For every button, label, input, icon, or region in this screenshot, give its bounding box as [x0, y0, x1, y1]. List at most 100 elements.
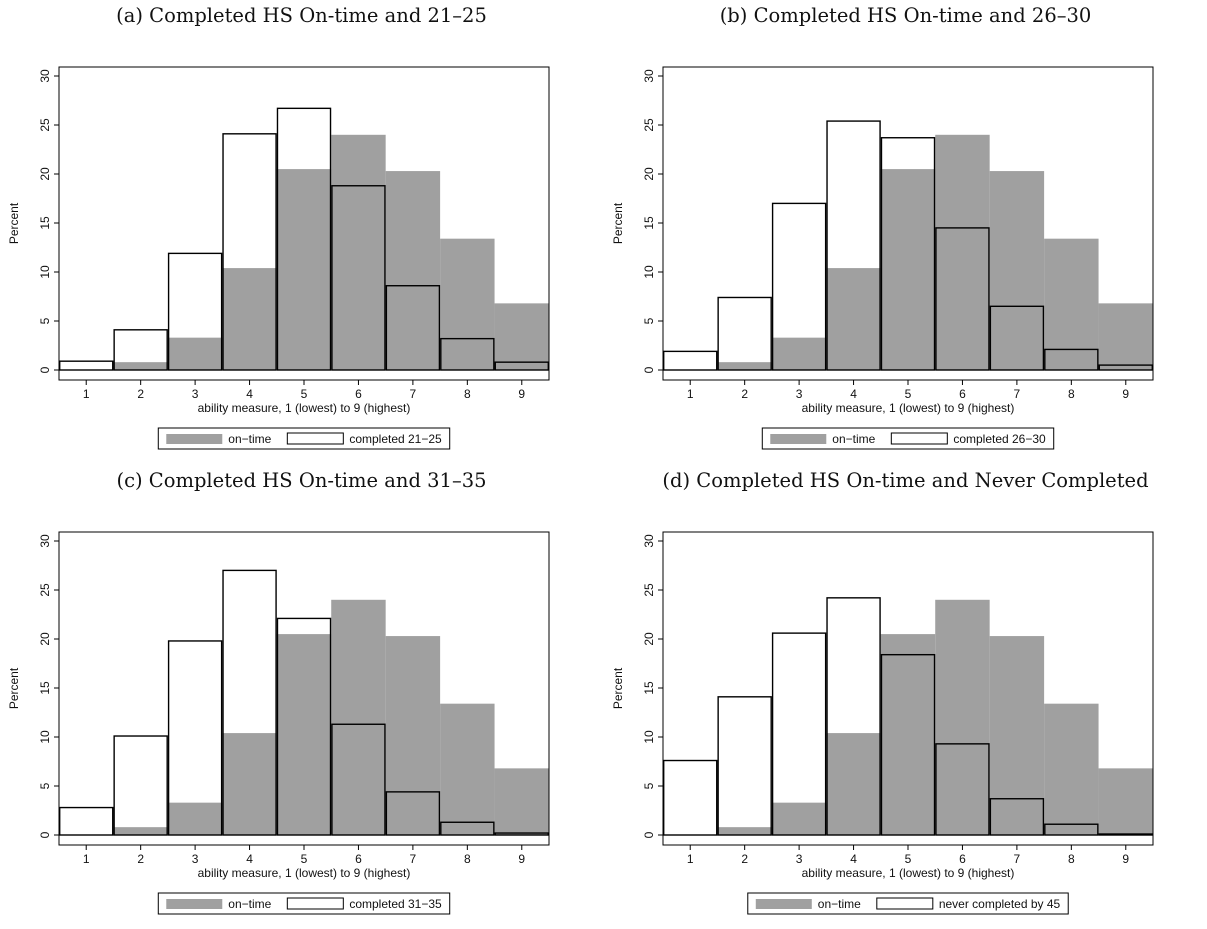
bar-comparison: [385, 791, 441, 836]
chart-title: (c) Completed HS On-time and 31–35: [116, 469, 487, 492]
bar-on-time: [494, 768, 549, 835]
legend: on−time never completed by 45: [747, 892, 1069, 915]
bar-comparison: [494, 361, 549, 371]
x-tick-label: 5: [905, 852, 912, 866]
bar-comparison: [59, 806, 114, 836]
y-tick-label: 10: [38, 730, 52, 744]
legend: on−time completed 31−35: [157, 892, 451, 915]
bar-on-time: [880, 169, 936, 370]
y-tick-label: 25: [38, 118, 52, 132]
x-tick-label: 2: [741, 387, 748, 401]
x-tick-label: 8: [464, 387, 471, 401]
x-tick-label: 4: [850, 387, 857, 401]
chart-d: 0 5 10 15 20 25 30 1 2 3 4 5 6 7 8 9 ability measure, 1 …: [611, 531, 1154, 915]
x-axis-title: ability measure, 1 (lowest) to 9 (highes…: [802, 866, 1015, 880]
y-tick-label: 5: [38, 782, 52, 789]
x-tick-label: 9: [518, 852, 525, 866]
bar-comparison: [59, 360, 114, 371]
bar-on-time: [276, 169, 332, 370]
bar-on-time: [494, 303, 549, 370]
y-tick-label: 0: [38, 366, 52, 373]
bar-comparison: [222, 133, 277, 371]
bar-comparison: [880, 137, 936, 371]
x-tick-label: 7: [410, 852, 417, 866]
y-tick-label: 20: [38, 632, 52, 646]
legend-label: on−time: [228, 897, 271, 911]
bar-on-time: [1044, 238, 1099, 370]
y-tick-label: 25: [642, 583, 656, 597]
bar-on-time: [440, 238, 495, 370]
y-tick-label: 20: [642, 632, 656, 646]
bar-on-time: [167, 802, 223, 835]
x-tick-label: 8: [1068, 387, 1075, 401]
y-tick-label: 0: [642, 366, 656, 373]
chart-b: 0 5 10 15 20 25 30 1 2 3 4 5 6 7 8 9 ability measure, 1 …: [611, 66, 1154, 450]
y-tick-label: 5: [642, 782, 656, 789]
x-tick-label: 5: [905, 387, 912, 401]
y-axis-title: Percent: [611, 202, 625, 244]
bar-comparison: [989, 305, 1045, 371]
bar-on-time: [771, 337, 827, 370]
bar-comparison: [1044, 348, 1099, 371]
chart-title: (d) Completed HS On-time and Never Compl…: [662, 469, 1149, 492]
y-tick-label: 30: [642, 534, 656, 548]
x-axis-title: ability measure, 1 (lowest) to 9 (highes…: [802, 401, 1015, 415]
bar-on-time: [771, 802, 827, 835]
x-tick-label: 6: [959, 852, 966, 866]
bar-on-time: [935, 599, 990, 835]
bar-comparison: [663, 350, 718, 371]
x-tick-label: 2: [137, 852, 144, 866]
bar-comparison: [440, 821, 495, 836]
bar-on-time: [385, 171, 441, 370]
legend-label: completed 26−30: [953, 432, 1046, 446]
y-tick-label: 20: [38, 167, 52, 181]
x-tick-label: 5: [301, 387, 308, 401]
x-tick-label: 4: [246, 852, 253, 866]
bar-comparison: [167, 640, 223, 836]
y-tick-label: 30: [38, 534, 52, 548]
legend: on−time completed 21−25: [157, 427, 451, 450]
bar-comparison: [717, 696, 772, 836]
bar-on-time: [331, 134, 386, 370]
bar-comparison: [276, 617, 332, 836]
y-tick-label: 0: [642, 831, 656, 838]
x-tick-label: 3: [192, 852, 199, 866]
y-axis-title: Percent: [7, 202, 21, 244]
legend-swatch-on-time: [166, 899, 223, 909]
chart-title: (b) Completed HS On-time and 26–30: [719, 4, 1092, 27]
bar-on-time: [113, 827, 168, 835]
bar-on-time: [1098, 303, 1153, 370]
y-tick-label: 25: [38, 583, 52, 597]
bar-comparison: [771, 202, 827, 371]
y-tick-label: 20: [642, 167, 656, 181]
y-tick-label: 30: [38, 69, 52, 83]
bar-on-time: [1098, 768, 1153, 835]
legend-swatch-comparison: [286, 897, 344, 910]
bar-on-time: [1044, 703, 1099, 835]
bar-comparison: [331, 723, 386, 836]
chart-panel-c: (c) Completed HS On-time and 31–35 0 5 10 1…: [0, 465, 603, 929]
y-tick-label: 15: [38, 216, 52, 230]
bar-comparison: [113, 735, 168, 836]
x-tick-label: 9: [1122, 387, 1129, 401]
x-axis-title: ability measure, 1 (lowest) to 9 (highes…: [198, 866, 411, 880]
bar-on-time: [935, 134, 990, 370]
bar-comparison: [771, 632, 827, 836]
bar-on-time: [717, 362, 772, 370]
bar-comparison: [167, 252, 223, 371]
legend: on−time completed 26−30: [761, 427, 1055, 450]
bar-comparison: [935, 743, 990, 836]
x-tick-label: 3: [796, 387, 803, 401]
y-tick-label: 0: [38, 831, 52, 838]
x-tick-label: 9: [518, 387, 525, 401]
legend-label: completed 21−25: [349, 432, 442, 446]
bar-on-time: [222, 268, 277, 370]
bar-on-time: [826, 268, 881, 370]
legend-label: on−time: [818, 897, 861, 911]
chart-title: (a) Completed HS On-time and 21–25: [116, 4, 487, 27]
bar-on-time: [989, 636, 1045, 835]
bar-comparison: [826, 597, 881, 836]
legend-label: never completed by 45: [939, 897, 1061, 911]
bar-on-time: [880, 634, 936, 835]
bar-comparison: [385, 285, 441, 371]
